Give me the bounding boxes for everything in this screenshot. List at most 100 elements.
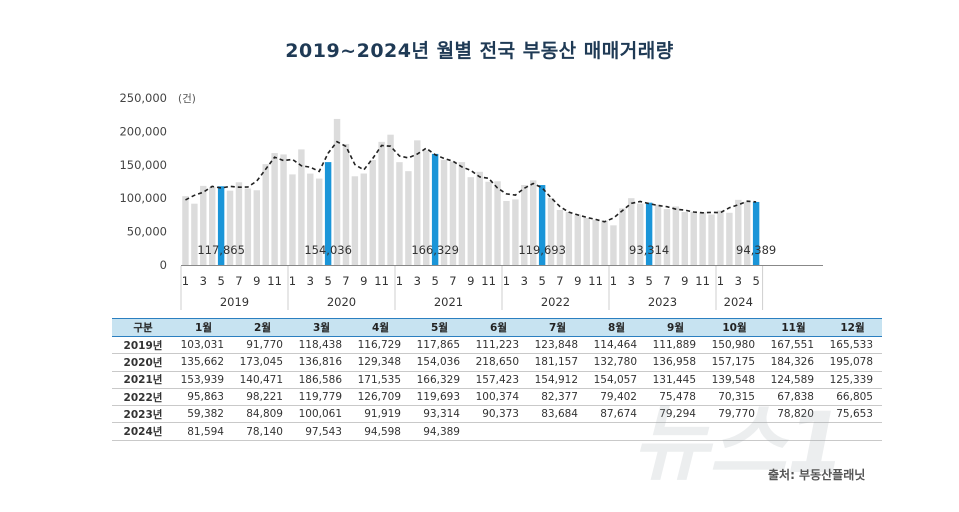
table-cell — [705, 422, 764, 441]
table-cell: 59,382 — [174, 405, 233, 424]
bar — [200, 185, 207, 265]
table-header-month: 8월 — [587, 318, 646, 337]
x-tick-label: 7 — [663, 274, 670, 288]
bar — [378, 141, 385, 265]
table-cell: 75,478 — [646, 388, 705, 407]
table-cell: 167,551 — [764, 336, 823, 355]
table-cell: 119,779 — [292, 388, 351, 407]
bar — [690, 211, 697, 265]
table-cell — [764, 422, 823, 441]
bar — [226, 190, 234, 265]
table-row: 2019년 103,031 91,770 118,438 116,729 117,865 1… — [112, 336, 882, 355]
table-cell: 67,838 — [764, 388, 823, 407]
bar — [503, 200, 510, 265]
table-header-month: 5월 — [410, 318, 469, 337]
table-row-year: 2022년 — [112, 388, 174, 407]
bar — [440, 159, 448, 265]
table-cell: 82,377 — [528, 388, 587, 407]
table-cell: 87,674 — [587, 405, 646, 424]
table-cell: 93,314 — [410, 405, 469, 424]
highlight-bar — [431, 153, 439, 265]
table-header-month: 6월 — [469, 318, 528, 337]
table-cell — [823, 422, 882, 441]
x-tick-label: 3 — [521, 274, 528, 288]
table-row: 2023년 59,382 84,809 100,061 91,919 93,314 90,3… — [112, 405, 882, 424]
table-cell — [587, 422, 646, 441]
table-cell: 83,684 — [528, 405, 587, 424]
highlight-bar — [538, 185, 546, 265]
bar — [636, 203, 644, 265]
table-cell: 118,438 — [292, 336, 351, 355]
table-cell: 157,423 — [469, 371, 528, 389]
table-cell: 218,650 — [469, 353, 528, 372]
x-tick-label: 3 — [735, 274, 742, 288]
bar — [253, 190, 261, 265]
x-tick-label: 1 — [289, 274, 296, 288]
table-cell: 81,594 — [174, 422, 233, 441]
x-year-label: 2024 — [724, 295, 753, 309]
x-year-label: 2020 — [327, 295, 356, 309]
table-cell: 111,223 — [469, 336, 528, 355]
table-cell: 100,374 — [469, 388, 528, 407]
table-cell: 140,471 — [233, 371, 292, 389]
bar — [574, 214, 582, 265]
x-tick-label: 1 — [717, 274, 724, 288]
y-tick-label: 50,000 — [127, 225, 167, 239]
table-cell: 132,780 — [587, 353, 646, 372]
bar — [521, 184, 528, 265]
highlight-bar — [324, 162, 332, 265]
bar — [717, 210, 724, 265]
bar — [414, 140, 421, 265]
table-cell: 78,140 — [233, 422, 292, 441]
table-cell: 135,662 — [174, 353, 233, 372]
bar — [360, 173, 368, 265]
table-cell: 79,402 — [587, 388, 646, 407]
highlight-value-label: 93,314 — [629, 243, 669, 257]
bar — [422, 150, 430, 265]
table-cell: 79,294 — [646, 405, 705, 424]
table-cell: 195,078 — [823, 353, 882, 372]
table-cell — [469, 422, 528, 441]
bar — [610, 225, 617, 265]
table-cell: 100,061 — [292, 405, 351, 424]
bar — [476, 171, 483, 265]
table-cell: 125,339 — [823, 371, 882, 389]
bar — [315, 178, 323, 265]
table-cell: 117,865 — [410, 336, 469, 355]
table-cell: 154,912 — [528, 371, 587, 389]
table-row: 2022년 95,863 98,221 119,779 126,709 119,693 10… — [112, 388, 882, 407]
trend-line — [185, 140, 757, 223]
bar — [583, 218, 590, 265]
y-tick-label: 250,000 — [119, 91, 167, 105]
highlight-value-label: 154,036 — [304, 243, 352, 257]
table-cell: 126,709 — [351, 388, 410, 407]
bar — [182, 196, 189, 265]
x-tick-label: 11 — [695, 274, 710, 288]
table-cell: 157,175 — [705, 353, 764, 372]
source-credit: 출처: 부동산플래닛 — [768, 468, 866, 482]
table-body: 2019년 103,031 91,770 118,438 116,729 117,865 1… — [112, 336, 882, 441]
x-tick-label: 9 — [253, 274, 260, 288]
highlight-value-label: 119,693 — [518, 243, 566, 257]
highlight-bar — [217, 186, 225, 265]
table-cell: 116,729 — [351, 336, 410, 355]
y-unit-label: (건) — [178, 93, 196, 105]
x-tick-label: 5 — [538, 274, 545, 288]
x-tick-label: 11 — [267, 274, 282, 288]
bar — [743, 201, 751, 265]
bar — [387, 134, 394, 265]
table-cell: 91,919 — [351, 405, 410, 424]
bar — [289, 174, 296, 265]
table-row-year: 2020년 — [112, 353, 174, 372]
table-cell: 139,548 — [705, 371, 764, 389]
x-tick-label: 9 — [681, 274, 688, 288]
table-header-month: 4월 — [351, 318, 410, 337]
highlight-value-label: 94,389 — [736, 243, 776, 257]
x-tick-label: 5 — [324, 274, 331, 288]
bar-chart: 250,000200,000150,000100,00050,0000(건)11… — [119, 91, 823, 310]
y-tick-label: 150,000 — [119, 158, 167, 172]
x-year-label: 2021 — [434, 295, 463, 309]
bar — [396, 162, 403, 265]
bar — [351, 176, 359, 265]
table-row-year: 2021년 — [112, 371, 174, 389]
